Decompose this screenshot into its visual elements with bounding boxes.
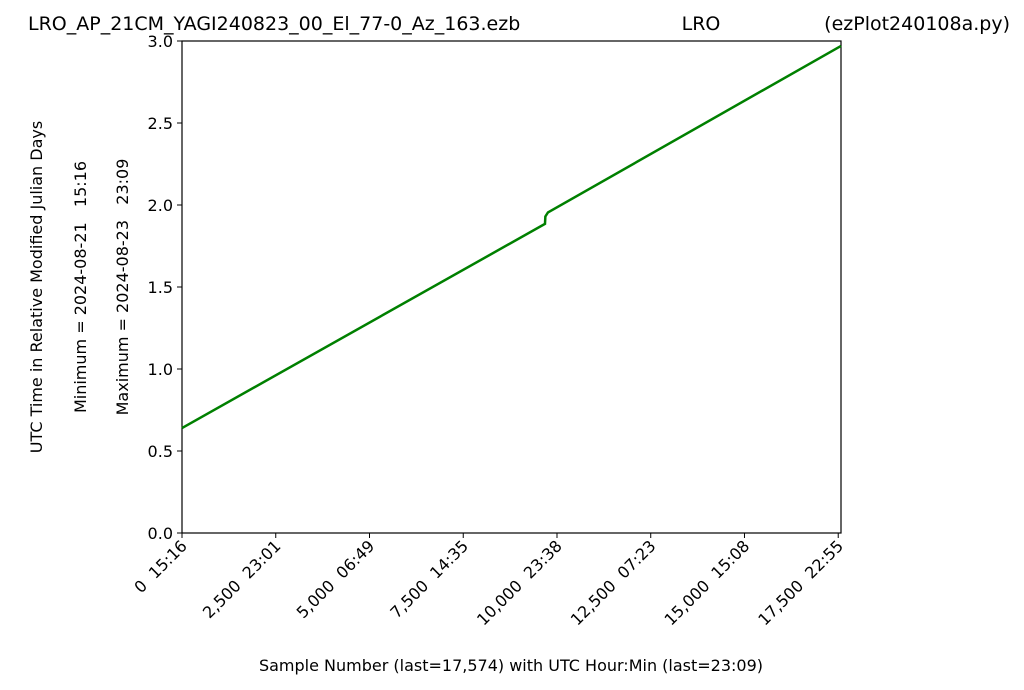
x-tick-label: 5,000 06:49 <box>293 536 379 622</box>
y-tick-label: 3.0 <box>148 32 173 51</box>
plot-frame <box>181 40 842 534</box>
chart-title: LRO_AP_21CM_YAGI240823_00_El_77-0_Az_163… <box>28 13 520 35</box>
y-axis-label: UTC Time in Relative Modified Julian Day… <box>27 121 46 453</box>
x-tick-label: 12,500 07:23 <box>567 536 660 629</box>
x-tick-label: 15,000 15:08 <box>660 536 753 629</box>
x-tick-label: 2,500 23:01 <box>199 536 285 622</box>
x-tick-label: 10,000 23:38 <box>473 536 566 629</box>
y-axis-label: Minimum = 2024-08-21 15:16 <box>71 161 90 413</box>
y-tick-label: 2.5 <box>148 114 173 133</box>
x-tick-label: 7,500 14:35 <box>386 536 472 622</box>
line <box>181 44 842 430</box>
y-axis-label: Maximum = 2024-08-23 23:09 <box>113 159 132 416</box>
x-axis-label: Sample Number (last=17,574) with UTC Hou… <box>259 656 763 675</box>
x-tick-label: 17,500 22:55 <box>754 536 847 629</box>
y-tick-label: 2.0 <box>148 196 173 215</box>
chart-subtitle: LRO <box>682 13 721 35</box>
x-tick-label: 0 15:16 <box>130 536 190 596</box>
y-tick-label: 0.5 <box>148 442 173 461</box>
y-tick-label: 0.0 <box>148 524 173 543</box>
annotation: (ezPlot240108a.py) <box>824 13 1010 35</box>
y-tick-label: 1.0 <box>148 360 173 379</box>
y-tick-label: 1.5 <box>148 278 173 297</box>
